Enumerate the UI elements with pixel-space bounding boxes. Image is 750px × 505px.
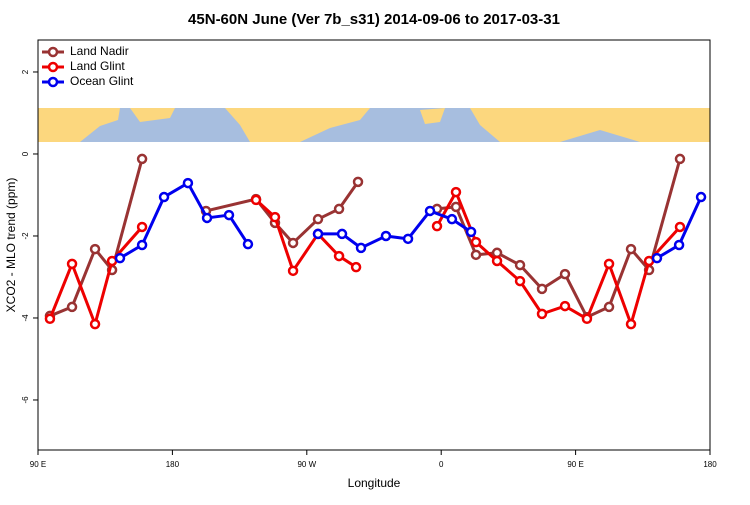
- data-point: [695, 191, 707, 203]
- data-point: [559, 268, 571, 280]
- data-point: [581, 313, 593, 325]
- x-tick-label: 90 E: [567, 460, 583, 469]
- y-tick-label: -6: [21, 396, 30, 404]
- series-line: [48, 190, 682, 326]
- legend-label: Ocean Glint: [70, 74, 134, 88]
- data-point: [136, 153, 148, 165]
- data-point: [44, 313, 56, 325]
- x-tick-label: 0: [439, 460, 444, 469]
- x-tick-label: 90 W: [297, 460, 316, 469]
- data-point: [402, 233, 414, 245]
- y-tick-label: 0: [21, 151, 30, 156]
- data-point: [446, 213, 458, 225]
- data-point: [450, 201, 462, 213]
- x-tick-label: 90 E: [30, 460, 46, 469]
- legend-marker: [47, 46, 59, 58]
- data-point: [136, 239, 148, 251]
- data-point: [269, 211, 281, 223]
- data-point: [352, 176, 364, 188]
- data-point: [536, 283, 548, 295]
- data-point: [651, 252, 663, 264]
- data-point: [470, 236, 482, 248]
- data-point: [223, 209, 235, 221]
- data-point: [625, 243, 637, 255]
- data-point: [114, 252, 126, 264]
- data-point: [514, 275, 526, 287]
- data-point: [333, 203, 345, 215]
- data-point: [312, 213, 324, 225]
- x-tick-label: 180: [703, 460, 717, 469]
- data-point: [380, 230, 392, 242]
- data-point: [350, 261, 362, 273]
- data-point: [625, 318, 637, 330]
- data-point: [250, 194, 262, 206]
- data-point: [470, 249, 482, 261]
- data-point: [66, 258, 78, 270]
- data-point: [514, 259, 526, 271]
- y-tick-label: -4: [21, 314, 30, 322]
- data-point: [491, 255, 503, 267]
- legend-label: Land Glint: [70, 59, 125, 73]
- data-point: [674, 221, 686, 233]
- data-point: [287, 265, 299, 277]
- data-point: [431, 220, 443, 232]
- data-point: [333, 250, 345, 262]
- y-tick-label: -2: [21, 232, 30, 240]
- data-point: [201, 212, 213, 224]
- data-point: [491, 247, 503, 259]
- data-point: [242, 238, 254, 250]
- data-point: [674, 153, 686, 165]
- plot-frame: [37, 39, 711, 451]
- data-point: [66, 301, 78, 313]
- data-point: [158, 191, 170, 203]
- data-point: [603, 301, 615, 313]
- x-tick-label: 180: [166, 460, 180, 469]
- data-point: [465, 226, 477, 238]
- legend-marker: [47, 61, 59, 73]
- data-point: [424, 205, 436, 217]
- data-point: [336, 228, 348, 240]
- data-point: [287, 237, 299, 249]
- chart-title: 45N-60N June (Ver 7b_s31) 2014-09-06 to …: [188, 11, 560, 28]
- data-point: [450, 186, 462, 198]
- data-point: [136, 221, 148, 233]
- data-point: [182, 177, 194, 189]
- data-point: [603, 258, 615, 270]
- legend-marker: [47, 76, 59, 88]
- data-point: [673, 239, 685, 251]
- data-point: [89, 318, 101, 330]
- y-tick-label: 2: [21, 69, 30, 74]
- legend-label: Land Nadir: [70, 44, 129, 58]
- data-point: [536, 308, 548, 320]
- data-point: [312, 228, 324, 240]
- x-axis-label: Longitude: [348, 476, 401, 490]
- data-point: [89, 243, 101, 255]
- data-point: [559, 300, 571, 312]
- y-axis-label: XCO2 - MLO trend (ppm): [4, 178, 18, 313]
- map-band: [38, 108, 710, 142]
- data-point: [355, 242, 367, 254]
